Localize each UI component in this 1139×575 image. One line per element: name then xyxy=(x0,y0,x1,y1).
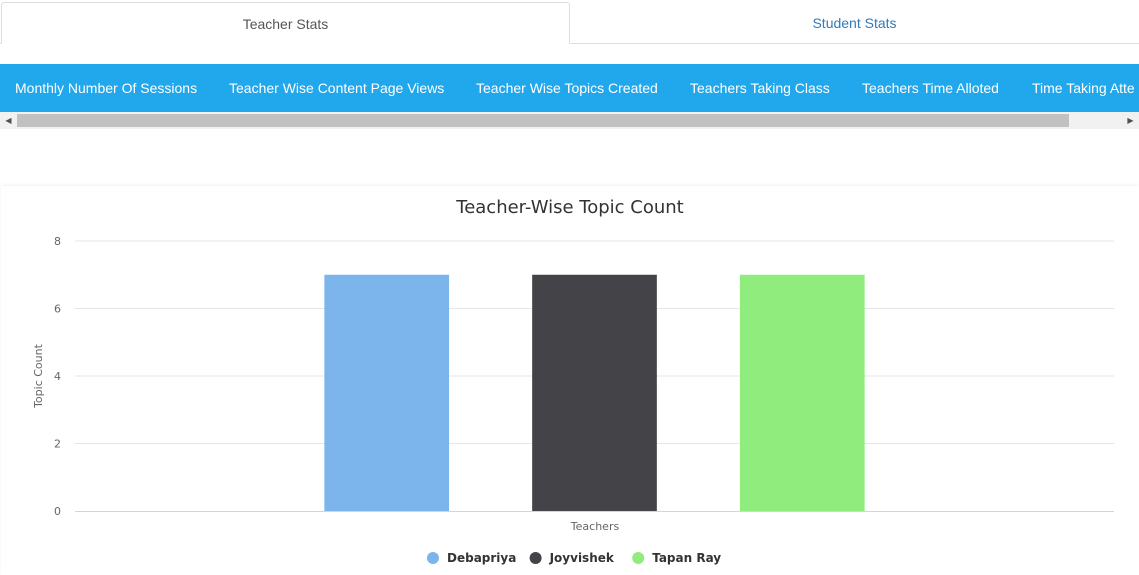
chart-panel: Teacher-Wise Topic Count Topic Count Tea… xyxy=(1,186,1139,575)
bar-joyvishek[interactable] xyxy=(532,274,657,511)
subnav-topics-created[interactable]: Teacher Wise Topics Created xyxy=(476,80,658,96)
y-tick-label: 8 xyxy=(54,235,61,248)
legend-marker xyxy=(427,552,439,564)
subnav-teachers-taking-class[interactable]: Teachers Taking Class xyxy=(690,80,830,96)
subnav-scrollbar[interactable]: ◀ ▶ xyxy=(0,112,1139,129)
scroll-left-arrow-icon[interactable]: ◀ xyxy=(5,116,12,125)
bar-tapan-ray[interactable] xyxy=(739,274,865,511)
legend-item-label[interactable]: Joyvishek xyxy=(549,551,615,565)
y-tick-label: 6 xyxy=(54,303,61,316)
legend-marker xyxy=(632,552,645,564)
legend-item-label[interactable]: Debapriya xyxy=(447,551,516,565)
tab-student-stats[interactable]: Student Stats xyxy=(812,15,897,31)
stats-tabs: Teacher Stats Student Stats xyxy=(0,0,1139,44)
legend-item-label[interactable]: Tapan Ray xyxy=(652,551,721,565)
chart-title: Teacher-Wise Topic Count xyxy=(455,197,683,218)
y-axis-label: Topic Count xyxy=(32,343,45,409)
scroll-right-arrow-icon[interactable]: ▶ xyxy=(1127,116,1134,125)
x-axis-label: Teachers xyxy=(570,520,620,533)
y-tick-label: 2 xyxy=(54,438,61,451)
bar-debapriya[interactable] xyxy=(324,274,450,511)
subnav-monthly-sessions[interactable]: Monthly Number Of Sessions xyxy=(15,80,198,96)
subnav-content-page-views[interactable]: Teacher Wise Content Page Views xyxy=(229,80,445,96)
legend-marker xyxy=(529,552,542,564)
subnav-time-taking[interactable]: Time Taking Atte xyxy=(1032,80,1135,96)
y-tick-label: 4 xyxy=(54,370,61,383)
tab-teacher-stats[interactable]: Teacher Stats xyxy=(1,2,570,44)
subnav-time-alloted[interactable]: Teachers Time Alloted xyxy=(862,80,999,96)
report-subnav: Monthly Number Of Sessions Teacher Wise … xyxy=(0,64,1139,112)
scrollbar-thumb[interactable] xyxy=(17,114,1069,127)
y-tick-label: 0 xyxy=(54,505,61,518)
topic-count-chart: Teacher-Wise Topic Count Topic Count Tea… xyxy=(32,197,1114,565)
